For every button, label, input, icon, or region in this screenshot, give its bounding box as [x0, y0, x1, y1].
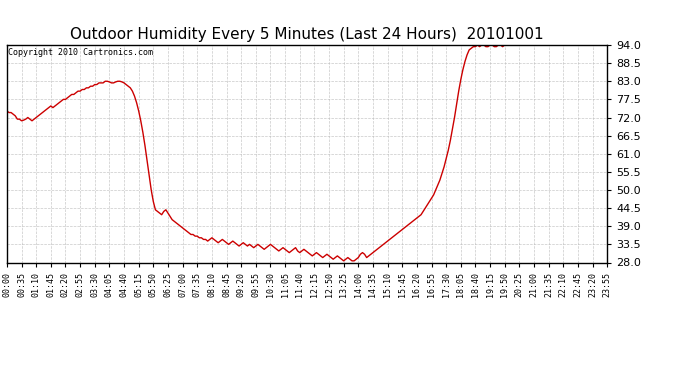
Text: Copyright 2010 Cartronics.com: Copyright 2010 Cartronics.com [8, 48, 153, 57]
Title: Outdoor Humidity Every 5 Minutes (Last 24 Hours)  20101001: Outdoor Humidity Every 5 Minutes (Last 2… [70, 27, 544, 42]
